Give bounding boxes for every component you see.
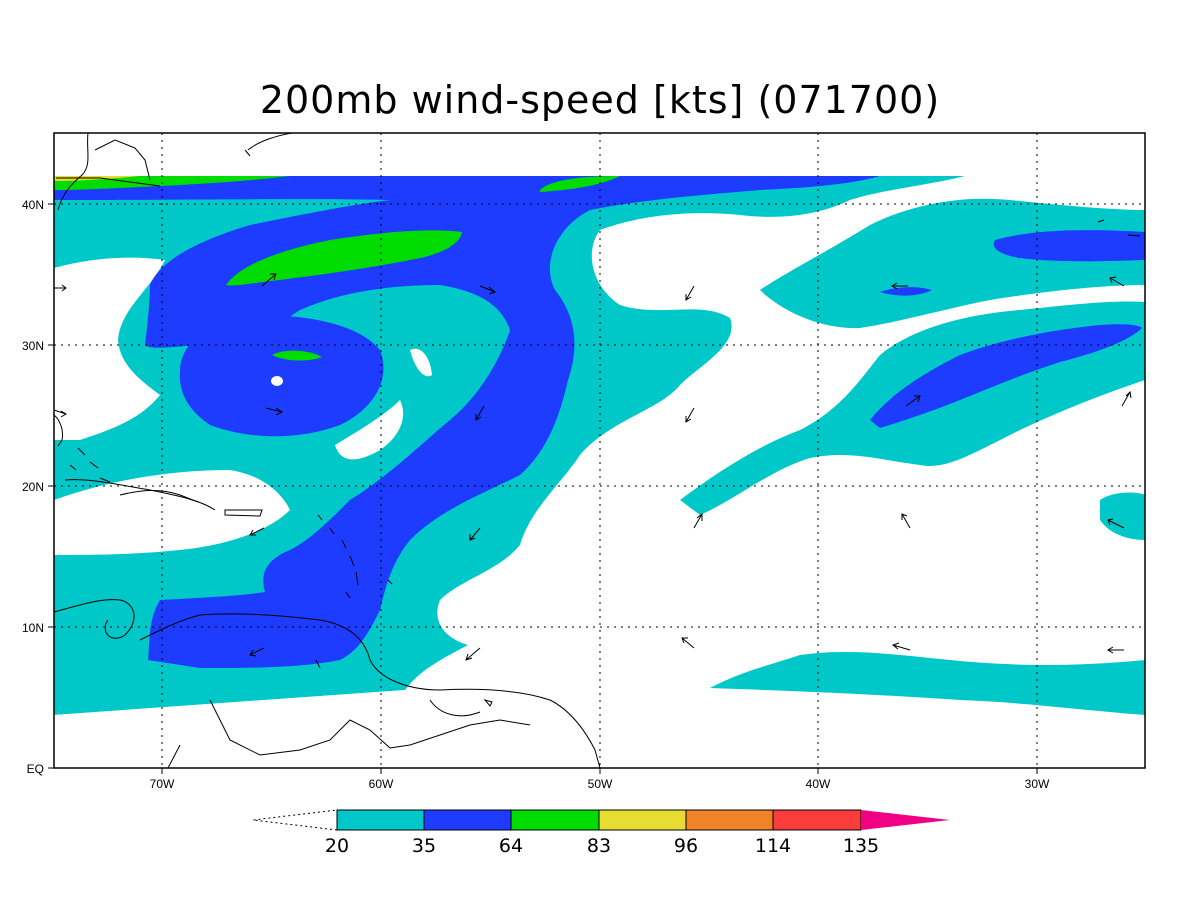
shading-layer bbox=[54, 176, 1145, 715]
wind-arrow bbox=[1107, 646, 1124, 654]
y-tick-label-20n: 20N bbox=[22, 480, 44, 494]
wind-arrow bbox=[479, 285, 497, 295]
shade-64-83-north bbox=[540, 176, 620, 192]
colorbar-box-64-83 bbox=[510, 809, 600, 831]
colorbar-box-20-35 bbox=[336, 809, 425, 831]
wind-arrow bbox=[901, 513, 911, 529]
wind-arrow bbox=[685, 407, 695, 423]
calm-hole-central bbox=[335, 400, 404, 460]
x-tick-label-50w: 50W bbox=[588, 777, 613, 791]
x-tick-label-60w: 60W bbox=[369, 777, 394, 791]
shade-20-35-se bbox=[710, 652, 1145, 715]
wind-arrow bbox=[681, 637, 695, 649]
bahamas-coast bbox=[69, 447, 111, 483]
north-america-coast bbox=[56, 133, 293, 211]
swirl-eye bbox=[271, 376, 283, 386]
colorbar-label-64: 64 bbox=[499, 835, 523, 857]
wind-arrow bbox=[249, 527, 265, 536]
colorbar: 20 35 64 83 96 114 135 bbox=[252, 809, 950, 857]
wind-arrow bbox=[469, 527, 481, 541]
shade-20-35-e2 bbox=[1100, 492, 1145, 540]
colorbar-under-triangle bbox=[252, 809, 338, 831]
colorbar-over-triangle bbox=[861, 810, 950, 830]
colorbar-label-20: 20 bbox=[325, 835, 349, 857]
florida-coast bbox=[54, 414, 63, 447]
small-islands bbox=[315, 219, 1141, 707]
puerto-rico-coast bbox=[224, 509, 263, 517]
wind-arrow bbox=[261, 273, 277, 287]
y-tick-label-40n: 40N bbox=[22, 198, 44, 212]
colorbar-label-135: 135 bbox=[843, 835, 879, 857]
calm-hole-south bbox=[54, 690, 405, 715]
shade-35-64 bbox=[54, 176, 880, 668]
x-tick-label-70w: 70W bbox=[150, 777, 175, 791]
wind-arrow bbox=[891, 282, 908, 290]
lat-lon-grid bbox=[54, 133, 1145, 768]
wind-arrow bbox=[685, 285, 695, 301]
wind-arrow bbox=[1121, 390, 1132, 407]
wind-arrow bbox=[1109, 276, 1125, 287]
axis-tick-marks bbox=[48, 203, 1038, 774]
colorbar-box-83-96 bbox=[598, 809, 687, 831]
calm-hole-small bbox=[410, 348, 432, 377]
calm-hole-west bbox=[54, 257, 165, 440]
wind-arrow bbox=[54, 284, 67, 292]
wind-arrow bbox=[693, 512, 703, 529]
shade-35-64-e bbox=[870, 324, 1142, 428]
colorbar-label-83: 83 bbox=[587, 835, 611, 857]
shade-64-83-small bbox=[272, 350, 322, 361]
colorbar-label-96: 96 bbox=[674, 835, 698, 857]
colorbar-box-35-64 bbox=[423, 809, 512, 831]
y-tick-label-10n: 10N bbox=[22, 621, 44, 635]
shade-35-64-small bbox=[880, 287, 932, 296]
south-america-coast bbox=[139, 613, 601, 768]
map-title: 200mb wind-speed [kts] (071700) bbox=[259, 78, 941, 122]
coastlines bbox=[54, 133, 1141, 768]
shade-64-83-jet bbox=[226, 230, 462, 286]
wind-arrow bbox=[475, 405, 485, 421]
wind-arrow bbox=[265, 407, 283, 416]
shade-20-35-ne bbox=[760, 198, 1145, 329]
wind-arrow bbox=[249, 647, 265, 657]
cuba-coast bbox=[64, 479, 216, 511]
wind-arrow bbox=[905, 395, 921, 407]
colorbar-box-96-114 bbox=[685, 809, 774, 831]
y-tick-label-eq: EQ bbox=[27, 762, 44, 776]
wind-arrow bbox=[53, 409, 67, 418]
wind-arrow bbox=[465, 647, 481, 661]
colorbar-box-114-135 bbox=[772, 809, 862, 831]
colorbar-label-35: 35 bbox=[412, 835, 436, 857]
x-tick-label-30w: 30W bbox=[1025, 777, 1050, 791]
colorbar-label-114: 114 bbox=[755, 835, 791, 857]
shade-35-64-ne bbox=[993, 230, 1145, 262]
hispaniola-coast bbox=[119, 490, 199, 503]
x-tick-label-40w: 40W bbox=[806, 777, 831, 791]
wind-arrow bbox=[891, 642, 911, 651]
wind-arrow bbox=[1107, 518, 1125, 529]
wind-vectors bbox=[53, 273, 1132, 661]
y-tick-label-30n: 30N bbox=[22, 339, 44, 353]
south-america-rivers bbox=[167, 699, 481, 768]
central-america-coast bbox=[54, 599, 135, 639]
calm-hole-caribbean-north bbox=[54, 470, 290, 555]
lesser-antilles-coast bbox=[317, 514, 393, 599]
